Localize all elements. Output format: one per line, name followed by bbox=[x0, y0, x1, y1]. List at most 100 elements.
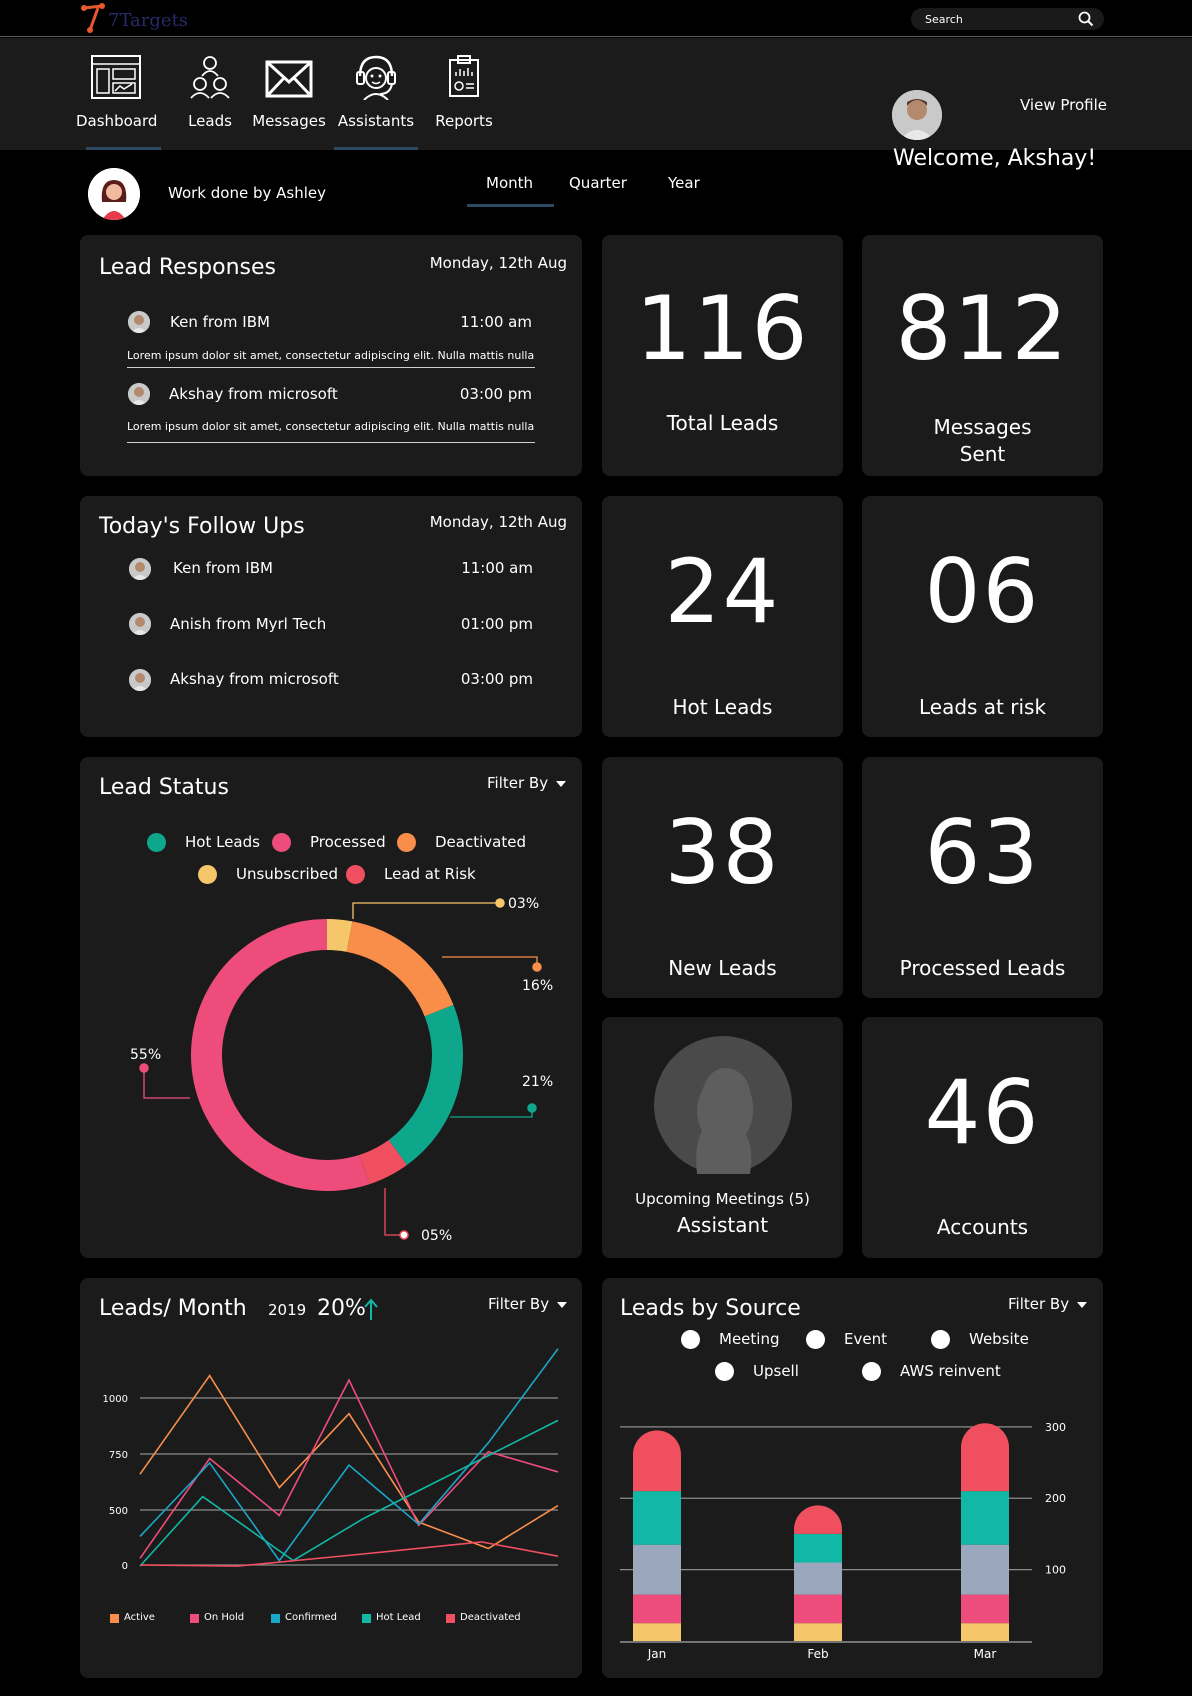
nav-item-assistants[interactable]: Assistants bbox=[334, 38, 418, 150]
search-input[interactable] bbox=[925, 11, 1075, 27]
stat-value: 24 bbox=[664, 540, 781, 643]
y-tick-label: 0 bbox=[122, 1561, 128, 1572]
filter-dropdown[interactable]: Filter By bbox=[487, 774, 567, 792]
series-line bbox=[139, 1541, 559, 1567]
nav-item-messages[interactable]: Messages bbox=[252, 38, 326, 150]
stat-total-leads[interactable]: 116 Total Leads bbox=[602, 235, 843, 476]
legend-label: Deactivated bbox=[460, 1612, 521, 1623]
bar-segment bbox=[633, 1594, 681, 1624]
tab-quarter[interactable]: Quarter bbox=[569, 174, 627, 192]
legend-dot bbox=[862, 1362, 881, 1381]
stat-processed-leads[interactable]: 63 Processed Leads bbox=[862, 757, 1103, 998]
bar-segment bbox=[961, 1491, 1009, 1545]
nav-label: Leads bbox=[188, 112, 232, 130]
lead-responses-card: Lead Responses Monday, 12th Aug Ken from… bbox=[80, 235, 582, 476]
stat-label: Hot Leads bbox=[672, 695, 773, 719]
stat-new-leads[interactable]: 38 New Leads bbox=[602, 757, 843, 998]
avatar bbox=[128, 383, 150, 405]
nav-item-reports[interactable]: Reports bbox=[432, 38, 496, 150]
nav-item-dashboard[interactable]: Dashboard bbox=[76, 38, 161, 150]
followup-name[interactable]: Ken from IBM bbox=[173, 559, 273, 577]
user-avatar-icon bbox=[892, 90, 942, 140]
legend-dot bbox=[806, 1330, 825, 1349]
legend-dot bbox=[346, 865, 365, 884]
stat-leads-at-risk[interactable]: 06 Leads at risk bbox=[862, 496, 1103, 737]
tab-year[interactable]: Year bbox=[668, 174, 700, 192]
user-avatar-icon bbox=[128, 311, 150, 333]
data-label: 16% bbox=[522, 978, 553, 994]
search-icon[interactable] bbox=[1078, 11, 1094, 27]
chevron-down-icon bbox=[1077, 1301, 1088, 1308]
bar-segment bbox=[633, 1430, 681, 1492]
card-title: Lead Responses bbox=[99, 255, 276, 280]
divider bbox=[127, 442, 535, 443]
legend-label: Hot Leads bbox=[185, 833, 260, 851]
stat-value: 116 bbox=[635, 277, 810, 380]
work-done-label: Work done by Ashley bbox=[168, 184, 326, 202]
card-date: Monday, 12th Aug bbox=[429, 513, 567, 531]
dashboard-icon bbox=[91, 55, 141, 99]
legend-label: Confirmed bbox=[285, 1612, 337, 1623]
followup-name[interactable]: Akshay from microsoft bbox=[170, 670, 339, 688]
bar-segment bbox=[794, 1533, 842, 1563]
assistant-card[interactable]: Upcoming Meetings (5) Assistant bbox=[602, 1017, 843, 1258]
leader-line bbox=[384, 1188, 404, 1236]
nav-underline bbox=[86, 147, 161, 150]
data-label: 21% bbox=[522, 1074, 553, 1090]
legend-label: Event bbox=[844, 1330, 887, 1348]
stat-messages-sent[interactable]: 812 Messages Sent bbox=[862, 235, 1103, 476]
assistant-placeholder-icon bbox=[654, 1036, 792, 1174]
search-box[interactable] bbox=[911, 8, 1104, 30]
filter-label: Filter By bbox=[1008, 1295, 1070, 1313]
nav-bar: Dashboard Leads Messages bbox=[0, 38, 1192, 171]
followup-time: 11:00 am bbox=[461, 559, 533, 577]
legend-dot bbox=[397, 833, 416, 852]
response-name[interactable]: Akshay from microsoft bbox=[169, 385, 338, 403]
profile-avatar[interactable] bbox=[892, 90, 942, 140]
x-tick-label: Feb bbox=[807, 1647, 828, 1661]
y-tick-label: 500 bbox=[109, 1506, 128, 1517]
filter-dropdown[interactable]: Filter By bbox=[488, 1295, 568, 1313]
chevron-down-icon bbox=[557, 1301, 568, 1308]
avatar bbox=[129, 558, 151, 580]
followup-time: 01:00 pm bbox=[460, 615, 533, 633]
report-icon bbox=[449, 55, 479, 97]
y-tick-label: 750 bbox=[109, 1450, 128, 1461]
filter-dropdown[interactable]: Filter By bbox=[1008, 1295, 1088, 1313]
view-profile-link[interactable]: View Profile bbox=[1020, 96, 1108, 114]
legend-swatch bbox=[362, 1614, 371, 1623]
donut-slice bbox=[346, 921, 454, 1017]
series-line bbox=[139, 1374, 559, 1550]
followup-name[interactable]: Anish from Myrl Tech bbox=[170, 615, 327, 633]
leads-icon bbox=[190, 56, 230, 99]
app-logo[interactable]: 7Targets bbox=[80, 2, 200, 34]
logo-icon bbox=[81, 3, 105, 33]
y-tick-label: 1000 bbox=[103, 1394, 128, 1405]
chevron-down-icon bbox=[556, 780, 567, 787]
response-name[interactable]: Ken from IBM bbox=[170, 313, 270, 331]
y-tick-label: 100 bbox=[1045, 1564, 1066, 1577]
card-date: Monday, 12th Aug bbox=[429, 254, 567, 272]
bar-segment bbox=[961, 1423, 1009, 1492]
stat-label: New Leads bbox=[668, 956, 777, 980]
top-bar: 7Targets bbox=[0, 0, 1192, 37]
stat-hot-leads[interactable]: 24 Hot Leads bbox=[602, 496, 843, 737]
nav-item-leads[interactable]: Leads bbox=[180, 38, 240, 150]
divider bbox=[127, 367, 535, 368]
nav-label: Messages bbox=[252, 112, 326, 130]
legend-label: On Hold bbox=[204, 1612, 245, 1623]
bar-segment bbox=[633, 1544, 681, 1595]
bar-segment bbox=[961, 1594, 1009, 1624]
y-tick-label: 300 bbox=[1045, 1421, 1066, 1434]
legend-swatch bbox=[110, 1614, 119, 1623]
ashley-avatar bbox=[88, 168, 140, 220]
stat-accounts[interactable]: 46 Accounts bbox=[862, 1017, 1103, 1258]
tab-month[interactable]: Month bbox=[486, 174, 534, 192]
stat-label: Leads at risk bbox=[918, 695, 1047, 719]
user-avatar-icon bbox=[129, 613, 151, 635]
donut-slice bbox=[191, 919, 370, 1191]
leader-dot bbox=[527, 1103, 537, 1113]
legend-label: Active bbox=[124, 1612, 155, 1623]
avatar bbox=[128, 311, 150, 333]
y-tick-label: 200 bbox=[1045, 1492, 1066, 1505]
